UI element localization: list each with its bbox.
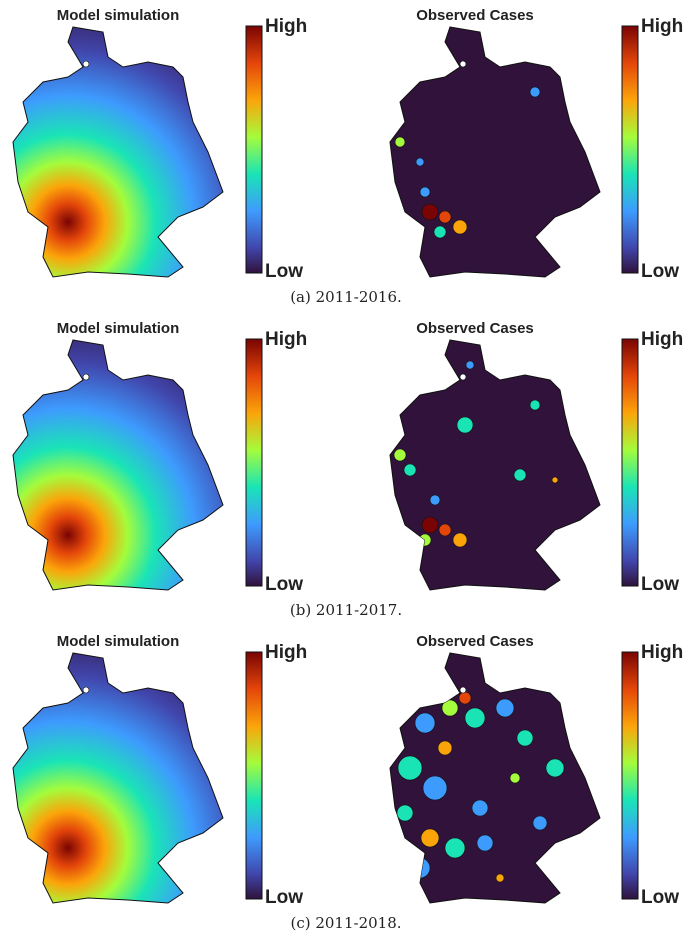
case-region: [438, 210, 452, 224]
colorbar: [245, 338, 263, 587]
map: [12, 339, 224, 591]
colorbar-high-label: High: [641, 642, 683, 663]
case-region: [513, 468, 527, 482]
city-marker: [459, 60, 467, 68]
case-region: [495, 698, 515, 718]
case-region: [471, 799, 489, 817]
case-region: [509, 772, 521, 784]
city-marker: [82, 60, 90, 68]
case-region: [418, 533, 432, 547]
map: [389, 652, 601, 904]
case-region: [458, 691, 472, 705]
case-region: [465, 360, 475, 370]
colorbar-high-label: High: [265, 16, 307, 37]
case-region: [437, 740, 453, 756]
case-region: [545, 758, 565, 778]
case-region: [394, 136, 406, 148]
colorbar-low-label: Low: [641, 574, 679, 595]
germany-outline: [12, 652, 224, 904]
colorbar: [621, 338, 639, 587]
case-region: [420, 828, 440, 848]
colorbar-low-label: Low: [641, 887, 679, 908]
map-title: Observed Cases: [416, 7, 534, 24]
germany-outline: [389, 339, 601, 591]
map-title: Observed Cases: [416, 320, 534, 337]
case-region: [409, 857, 431, 879]
colorbar: [621, 651, 639, 900]
case-region: [532, 815, 548, 831]
case-region: [529, 86, 541, 98]
colorbar-low-label: Low: [641, 261, 679, 282]
case-region: [421, 516, 439, 534]
city-marker: [82, 373, 90, 381]
colorbar-high-label: High: [641, 329, 683, 350]
case-region: [414, 712, 436, 734]
case-region: [429, 494, 441, 506]
map-title: Observed Cases: [416, 633, 534, 650]
case-region: [441, 699, 459, 717]
map: [389, 26, 601, 278]
germany-outline: [389, 26, 601, 278]
case-region: [516, 729, 534, 747]
germany-outline: [389, 652, 601, 904]
case-region: [393, 448, 407, 462]
case-region: [415, 157, 425, 167]
case-region: [422, 775, 448, 801]
case-region: [551, 476, 559, 484]
case-region: [495, 873, 505, 883]
caption: (b) 2011-2017.: [290, 601, 402, 619]
case-region: [421, 203, 439, 221]
map: [12, 26, 224, 278]
map: [389, 339, 601, 591]
case-region: [403, 463, 417, 477]
case-region: [529, 399, 541, 411]
colorbar-low-label: Low: [265, 261, 303, 282]
city-marker: [82, 686, 90, 694]
colorbar: [245, 25, 263, 274]
colorbar: [245, 651, 263, 900]
caption: (a) 2011-2016.: [290, 288, 402, 306]
case-region: [452, 219, 468, 235]
colorbar: [621, 25, 639, 274]
map-title: Model simulation: [57, 320, 180, 337]
colorbar-high-label: High: [265, 642, 307, 663]
case-region: [476, 834, 494, 852]
city-marker: [459, 373, 467, 381]
colorbar-high-label: High: [265, 329, 307, 350]
case-region: [397, 755, 423, 781]
case-region: [456, 416, 474, 434]
case-region: [419, 186, 431, 198]
map-title: Model simulation: [57, 633, 180, 650]
germany-outline: [12, 339, 224, 591]
case-region: [396, 804, 414, 822]
map: [12, 652, 224, 904]
case-regions: [396, 691, 565, 883]
map-title: Model simulation: [57, 7, 180, 24]
colorbar-low-label: Low: [265, 887, 303, 908]
case-region: [438, 523, 452, 537]
case-region: [444, 837, 466, 859]
case-regions: [393, 360, 559, 548]
case-region: [433, 225, 447, 239]
colorbar-high-label: High: [641, 16, 683, 37]
caption: (c) 2011-2018.: [290, 914, 401, 932]
case-region: [464, 707, 486, 729]
case-region: [452, 532, 468, 548]
case-regions: [394, 86, 541, 239]
city-marker: [459, 686, 467, 694]
colorbar-low-label: Low: [265, 574, 303, 595]
germany-outline: [12, 26, 224, 278]
